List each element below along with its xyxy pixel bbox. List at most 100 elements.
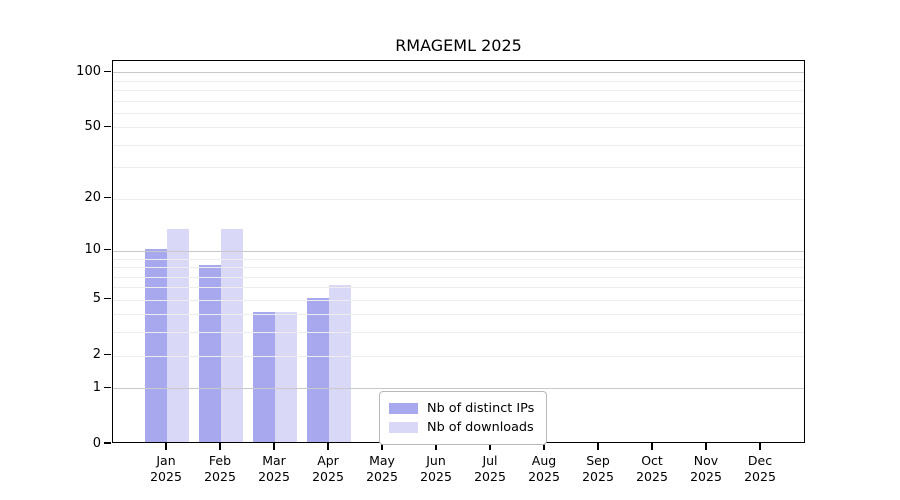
bar-downloads <box>329 285 351 442</box>
x-tick <box>165 443 167 450</box>
grid-line <box>113 314 804 316</box>
x-tick-label: Jan 2025 <box>136 453 196 485</box>
plot-area: Nb of distinct IPs Nb of downloads <box>112 60 805 445</box>
y-tick-label: 100 <box>76 63 101 79</box>
legend-label: Nb of distinct IPs <box>427 401 535 416</box>
y-tick <box>104 297 111 300</box>
grid-line <box>113 127 804 129</box>
x-tick-year: 2025 <box>528 469 560 484</box>
x-tick <box>219 443 221 450</box>
y-tick-label: 10 <box>84 242 101 258</box>
x-tick-year: 2025 <box>312 469 344 484</box>
x-tick-year: 2025 <box>582 469 614 484</box>
x-tick-label: Apr 2025 <box>298 453 358 485</box>
grid-line <box>113 276 804 278</box>
x-tick-year: 2025 <box>474 469 506 484</box>
legend-box: Nb of distinct IPs Nb of downloads <box>379 391 548 445</box>
y-tick-label: 2 <box>92 347 101 362</box>
y-tick <box>104 125 111 127</box>
grid-line <box>113 299 804 301</box>
x-tick-label: Aug 2025 <box>514 453 574 485</box>
x-tick-year: 2025 <box>636 469 668 484</box>
y-tick-label: 50 <box>84 118 101 134</box>
x-tick <box>327 443 329 450</box>
x-tick-label: Sep 2025 <box>568 453 628 485</box>
y-tick-label: 0 <box>92 435 101 451</box>
x-tick-label: Oct 2025 <box>622 453 682 485</box>
x-tick-month: Oct <box>641 453 663 468</box>
x-tick-year: 2025 <box>258 469 290 484</box>
x-tick-month: Nov <box>693 453 719 468</box>
legend-row: Nb of downloads <box>389 418 534 437</box>
y-tick <box>104 249 111 251</box>
legend-label: Nb of downloads <box>427 420 534 435</box>
grid-line <box>113 258 804 260</box>
bar-downloads <box>167 229 189 442</box>
x-tick-month: Dec <box>747 453 773 468</box>
y-tick-label: 5 <box>92 291 101 307</box>
grid-line <box>113 332 804 334</box>
x-tick-month: Apr <box>317 453 339 468</box>
x-tick-year: 2025 <box>420 469 452 484</box>
y-tick-label: 20 <box>84 190 101 206</box>
grid-line <box>113 198 804 200</box>
x-tick-year: 2025 <box>150 469 182 484</box>
bar-downloads <box>221 229 243 442</box>
bar-distinct-ips <box>307 297 329 442</box>
x-tick-label: Dec 2025 <box>730 453 790 485</box>
x-tick-year: 2025 <box>366 469 398 484</box>
x-tick-month: Aug <box>531 453 557 468</box>
x-tick-year: 2025 <box>690 469 722 484</box>
bar-distinct-ips <box>145 248 167 442</box>
x-tick-label: Jun 2025 <box>406 453 466 485</box>
grid-line <box>113 355 804 357</box>
grid-line <box>113 100 804 102</box>
grid-line <box>113 287 804 289</box>
x-tick-label: Mar 2025 <box>244 453 304 485</box>
x-tick-month: Jun <box>426 453 446 468</box>
bar-distinct-ips <box>253 312 275 442</box>
grid-line <box>113 89 804 91</box>
plot-canvas <box>113 61 804 442</box>
x-tick-year: 2025 <box>744 469 776 484</box>
grid-line <box>113 267 804 268</box>
x-tick <box>651 443 653 450</box>
grid-line <box>113 80 804 82</box>
x-tick-label: May 2025 <box>352 453 412 485</box>
bar-distinct-ips <box>199 265 221 442</box>
x-tick <box>705 443 707 450</box>
x-tick-label: Nov 2025 <box>676 453 736 485</box>
grid-line-major <box>113 388 804 390</box>
grid-line <box>113 144 804 146</box>
x-tick-month: May <box>369 453 395 468</box>
x-tick-year: 2025 <box>204 469 236 484</box>
x-tick-month: Feb <box>208 453 232 468</box>
grid-line <box>113 112 804 114</box>
y-tick-label: 1 <box>92 379 101 395</box>
x-tick <box>543 443 545 450</box>
y-tick <box>104 353 111 356</box>
x-tick-month: Jan <box>156 453 176 468</box>
x-tick <box>759 443 761 450</box>
legend-row: Nb of distinct IPs <box>389 399 534 418</box>
legend-swatch <box>389 422 418 433</box>
legend-swatch <box>389 403 418 414</box>
x-tick <box>273 443 275 450</box>
x-tick-label: Jul 2025 <box>460 453 520 485</box>
x-tick-month: Sep <box>586 453 610 468</box>
y-tick <box>104 70 111 72</box>
bar-downloads <box>275 312 297 442</box>
grid-line <box>113 167 804 169</box>
x-tick <box>489 443 491 450</box>
grid-line-major <box>113 72 804 74</box>
x-tick <box>381 443 383 450</box>
chart-title: RMAGEML 2025 <box>395 36 522 55</box>
x-tick-label: Feb 2025 <box>190 453 250 485</box>
x-tick <box>597 443 599 450</box>
y-tick <box>104 197 111 199</box>
y-tick <box>104 442 111 444</box>
y-tick <box>104 386 111 388</box>
grid-line-major <box>113 250 804 252</box>
x-tick-month: Mar <box>262 453 286 468</box>
